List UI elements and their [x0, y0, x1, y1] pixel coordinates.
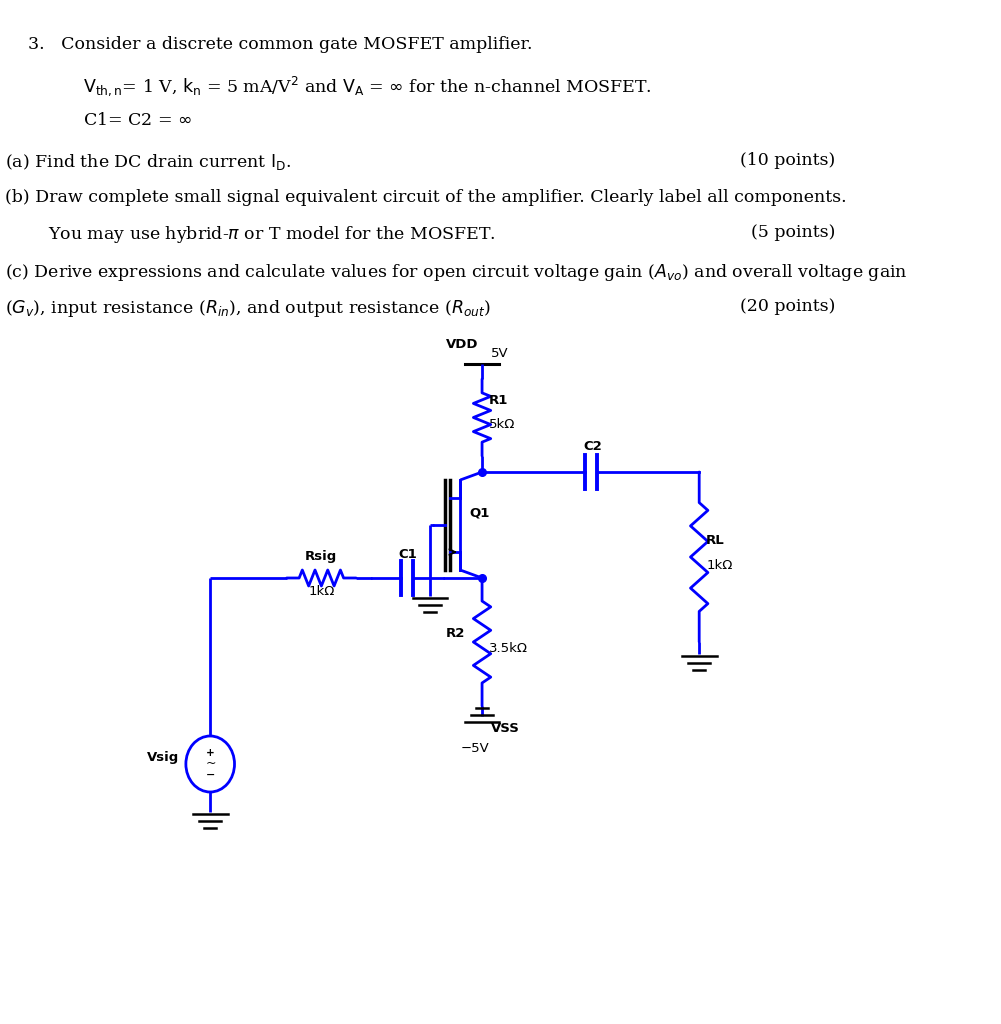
Text: You may use hybrid-$\pi$ or T model for the MOSFET.: You may use hybrid-$\pi$ or T model for … — [48, 224, 495, 245]
Text: +: + — [206, 748, 214, 758]
Text: VSS: VSS — [490, 722, 520, 735]
Text: 5V: 5V — [490, 347, 509, 360]
Text: (b) Draw complete small signal equivalent circuit of the amplifier. Clearly labe: (b) Draw complete small signal equivalen… — [5, 189, 847, 206]
Text: ($G_v$), input resistance ($R_{in}$), and output resistance ($R_{out}$): ($G_v$), input resistance ($R_{in}$), an… — [5, 298, 491, 319]
Text: (a) Find the DC drain current $\mathrm{I_D}$.: (a) Find the DC drain current $\mathrm{I… — [5, 152, 291, 172]
Text: R1: R1 — [489, 393, 509, 407]
Text: Q1: Q1 — [469, 507, 489, 520]
Text: 3.   Consider a discrete common gate MOSFET amplifier.: 3. Consider a discrete common gate MOSFE… — [28, 36, 533, 53]
Text: RL: RL — [706, 534, 725, 547]
Text: C2: C2 — [583, 440, 602, 453]
Text: 5kΩ: 5kΩ — [489, 418, 516, 430]
Text: −5V: −5V — [460, 742, 489, 755]
Text: VDD: VDD — [445, 338, 478, 351]
Text: R2: R2 — [445, 627, 464, 640]
Text: ~: ~ — [206, 757, 216, 769]
Text: (20 points): (20 points) — [740, 298, 836, 315]
Text: Vsig: Vsig — [147, 752, 179, 765]
Text: (10 points): (10 points) — [741, 152, 836, 169]
Text: 3.5kΩ: 3.5kΩ — [489, 642, 528, 655]
Text: C1: C1 — [398, 548, 416, 561]
Text: 1kΩ: 1kΩ — [308, 585, 334, 598]
Text: (c) Derive expressions and calculate values for open circuit voltage gain ($A_{v: (c) Derive expressions and calculate val… — [5, 262, 908, 283]
Text: C1= C2 = $\infty$: C1= C2 = $\infty$ — [82, 112, 191, 129]
Text: 1kΩ: 1kΩ — [706, 559, 733, 572]
Text: Rsig: Rsig — [305, 550, 337, 563]
Text: $\mathrm{V_{th,n}}$= 1 V, $\mathrm{k_n}$ = 5 mA/V$^2$ and $\mathrm{V_A}$ = $\inf: $\mathrm{V_{th,n}}$= 1 V, $\mathrm{k_n}$… — [82, 74, 652, 97]
Text: (5 points): (5 points) — [751, 224, 836, 241]
Text: −: − — [205, 770, 215, 780]
